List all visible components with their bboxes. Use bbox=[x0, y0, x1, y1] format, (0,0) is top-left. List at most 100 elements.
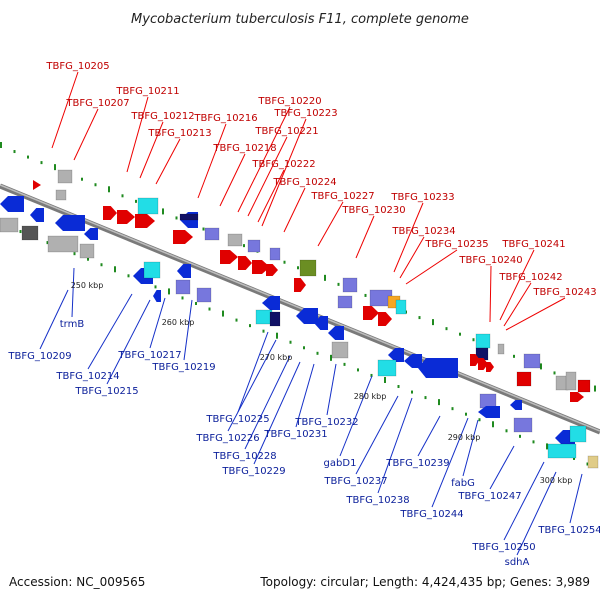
gene-label-top: TBFG_10230 bbox=[341, 205, 405, 216]
reverse-gene-arrow bbox=[418, 358, 458, 378]
gene-label-top: TBFG_10227 bbox=[310, 191, 374, 202]
gene-label-bottom: TBFG_10250 bbox=[471, 542, 535, 553]
gene-label-top: TBFG_10241 bbox=[501, 239, 565, 250]
tick-dot bbox=[316, 351, 319, 355]
gene-box bbox=[21, 225, 39, 241]
tick-dot bbox=[276, 332, 278, 339]
tick-dot bbox=[438, 399, 440, 406]
gene-box bbox=[475, 333, 491, 349]
gene-label-top: TBFG_10205 bbox=[45, 61, 109, 72]
tick-dot bbox=[492, 421, 494, 428]
gene-label-top: TBFG_10216 bbox=[193, 113, 257, 124]
gene-box bbox=[255, 309, 273, 325]
tick-dot bbox=[445, 327, 448, 331]
gene-label-bottom: trmB bbox=[60, 319, 85, 330]
reverse-gene-arrow bbox=[30, 208, 44, 222]
gene-box bbox=[0, 217, 19, 233]
gene-box bbox=[497, 343, 505, 355]
reverse-gene-arrow bbox=[84, 228, 98, 240]
leader-line bbox=[237, 331, 269, 413]
tick-dot bbox=[343, 362, 346, 366]
leader-line bbox=[155, 138, 181, 185]
gene-box bbox=[565, 371, 577, 391]
tick-dot bbox=[81, 177, 83, 181]
reverse-gene-arrow bbox=[510, 400, 522, 410]
tick-dot bbox=[94, 183, 97, 187]
tick-dot bbox=[573, 456, 575, 460]
forward-gene-arrow bbox=[252, 260, 270, 274]
gene-box bbox=[299, 259, 317, 277]
tick-label: 280 kbp bbox=[354, 392, 387, 401]
tick-dot bbox=[46, 241, 49, 245]
tick-dot bbox=[370, 373, 373, 377]
gene-label-top: TBFG_10213 bbox=[147, 128, 211, 139]
reverse-gene-arrow bbox=[177, 264, 191, 278]
leader-line bbox=[569, 473, 583, 524]
tick-dot bbox=[162, 208, 164, 215]
leader-line bbox=[417, 415, 441, 457]
gene-box bbox=[479, 393, 497, 409]
gene-label-top: TBFG_10223 bbox=[273, 108, 337, 119]
tick-dot bbox=[154, 285, 157, 289]
gene-box bbox=[269, 247, 281, 261]
leader-line bbox=[39, 289, 69, 350]
reverse-gene-arrow bbox=[328, 326, 344, 340]
leader-line bbox=[355, 215, 375, 259]
leader-line bbox=[71, 267, 75, 318]
gene-box bbox=[143, 261, 161, 279]
leader-line bbox=[87, 293, 133, 370]
gene-box bbox=[395, 299, 407, 315]
gene-box bbox=[175, 279, 191, 295]
tick-dot bbox=[364, 293, 367, 297]
tick-dot bbox=[202, 227, 205, 231]
gene-box bbox=[179, 213, 199, 221]
tick-dot bbox=[546, 443, 548, 450]
tick-dot bbox=[540, 363, 542, 370]
gene-label-bottom: TBFG_10254 bbox=[537, 525, 600, 536]
gene-box bbox=[337, 295, 353, 309]
gene-label-bottom: gabD1 bbox=[324, 458, 357, 469]
leader-line bbox=[516, 471, 557, 556]
gene-label-bottom: TBFG_10214 bbox=[55, 371, 119, 382]
reverse-gene-arrow bbox=[0, 196, 24, 212]
forward-gene-arrow bbox=[570, 392, 584, 402]
gene-box bbox=[269, 311, 281, 327]
gene-box bbox=[513, 417, 533, 433]
tick-dot bbox=[40, 161, 43, 165]
reverse-gene-arrow bbox=[296, 308, 318, 324]
gene-label-bottom: TBFG_10217 bbox=[117, 350, 181, 361]
tick-dot bbox=[27, 155, 29, 159]
tick-dot bbox=[262, 329, 265, 333]
leader-line bbox=[237, 106, 291, 213]
leader-line bbox=[149, 297, 166, 349]
gene-label-bottom: TBFG_10226 bbox=[195, 433, 259, 444]
tick-dot bbox=[0, 142, 2, 148]
leader-line bbox=[261, 118, 307, 227]
tick-dot bbox=[303, 346, 305, 350]
tick-dot bbox=[100, 263, 103, 267]
tick-dot bbox=[459, 332, 461, 336]
tick-dot bbox=[384, 376, 386, 383]
tick-label: 250 kbp bbox=[71, 281, 104, 290]
gene-label-top: TBFG_10220 bbox=[257, 96, 321, 107]
tick-dot bbox=[168, 288, 170, 295]
tick-dot bbox=[289, 340, 292, 344]
gene-box bbox=[227, 233, 243, 247]
tick-dot bbox=[235, 318, 238, 322]
backbone-line bbox=[0, 183, 600, 435]
leader-line bbox=[139, 121, 164, 179]
tick-dot bbox=[135, 199, 137, 203]
tick-dot bbox=[586, 462, 589, 466]
tick-dot bbox=[513, 354, 515, 358]
gene-label-bottom: sdhA bbox=[505, 557, 530, 568]
gene-box bbox=[247, 239, 261, 253]
reverse-gene-arrow bbox=[314, 316, 328, 330]
leader-line bbox=[399, 236, 425, 279]
gene-features bbox=[0, 169, 599, 469]
gene-label-bottom: TBFG_10237 bbox=[323, 476, 387, 487]
gene-label-bottom: TBFG_10247 bbox=[457, 491, 521, 502]
gene-label-top: TBFG_10235 bbox=[424, 239, 488, 250]
gene-box bbox=[569, 425, 587, 443]
forward-gene-arrow bbox=[117, 210, 135, 224]
